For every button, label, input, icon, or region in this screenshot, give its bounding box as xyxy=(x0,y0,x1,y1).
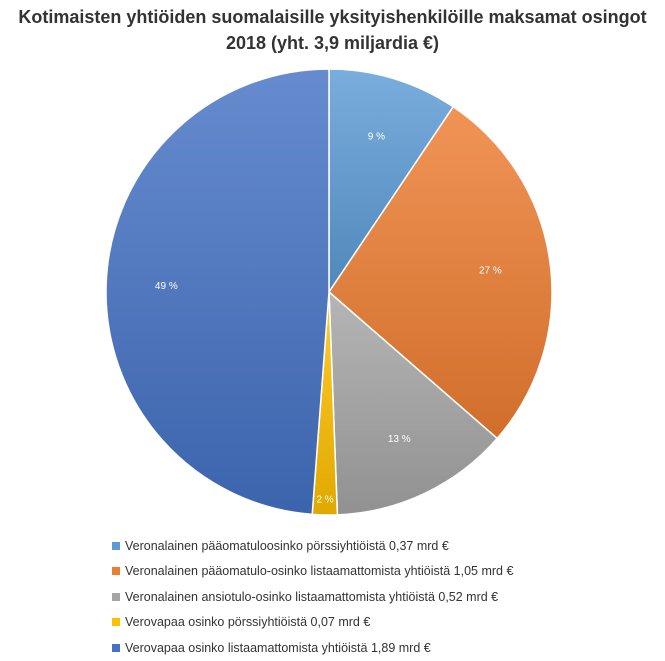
chart-title: Kotimaisten yhtiöiden suomalaisille yksi… xyxy=(0,4,665,56)
data-label-slice-2: 27 % xyxy=(479,266,502,277)
legend-swatch-5 xyxy=(112,643,120,652)
legend-label-1: Veronalainen pääomatuloosinko pörssiyhti… xyxy=(125,538,449,553)
legend-label-3: Veronalainen ansiotulo-osinko listaamatt… xyxy=(125,589,499,604)
pie-chart: 9 % 27 % 13 % 2 % 49 % xyxy=(105,68,553,516)
legend-item-4: Verovapaa osinko pörssiyhtiöistä 0,07 mr… xyxy=(112,610,513,636)
legend-item-5: Verovapaa osinko listaamattomista yhtiöi… xyxy=(112,635,513,661)
legend-item-1: Veronalainen pääomatuloosinko pörssiyhti… xyxy=(112,533,513,559)
pie-slice-5 xyxy=(105,68,330,516)
legend-item-3: Veronalainen ansiotulo-osinko listaamatt… xyxy=(112,584,513,610)
legend-swatch-3 xyxy=(112,592,120,601)
data-label-slice-5: 49 % xyxy=(155,281,178,292)
legend-swatch-1 xyxy=(112,541,120,550)
data-label-slice-3: 13 % xyxy=(388,434,411,445)
data-label-slice-1: 9 % xyxy=(368,131,385,142)
legend-swatch-2 xyxy=(112,567,120,576)
pie-slice-1 xyxy=(328,68,455,295)
legend-label-4: Verovapaa osinko pörssiyhtiöistä 0,07 mr… xyxy=(125,615,371,630)
chart-title-line-1: Kotimaisten yhtiöiden suomalaisille yksi… xyxy=(18,7,647,27)
legend-label-2: Veronalainen pääomatulo-osinko listaamat… xyxy=(125,564,514,579)
legend-item-2: Veronalainen pääomatulo-osinko listaamat… xyxy=(112,559,513,585)
legend-label-5: Verovapaa osinko listaamattomista yhtiöi… xyxy=(125,640,431,655)
chart-title-line-2: 2018 (yht. 3,9 miljardia €) xyxy=(225,33,440,53)
pie-slice-3 xyxy=(328,290,499,516)
legend: Veronalainen pääomatuloosinko pörssiyhti… xyxy=(112,533,513,661)
pie-slice-2 xyxy=(328,105,553,440)
legend-swatch-4 xyxy=(112,618,120,627)
data-label-slice-4: 2 % xyxy=(316,494,333,505)
